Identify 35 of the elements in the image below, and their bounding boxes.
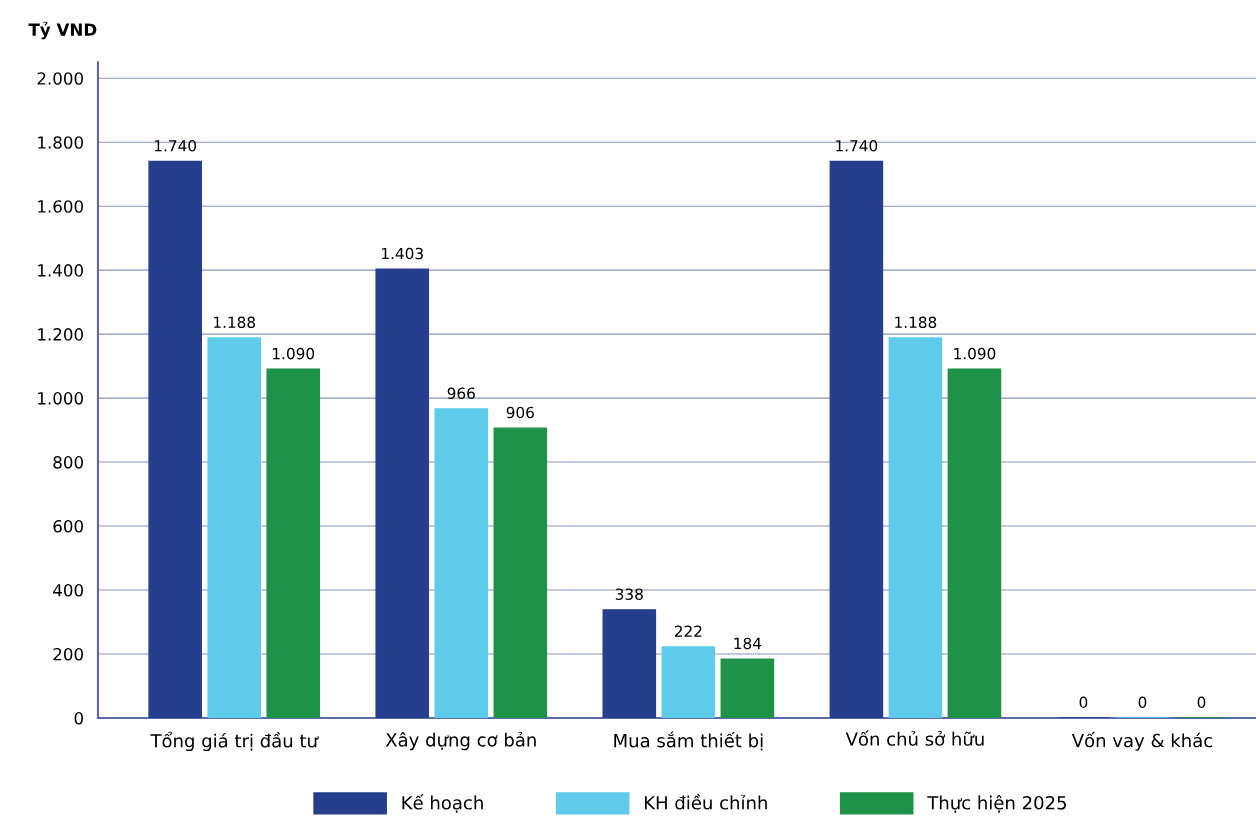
data-label: 966 (447, 387, 475, 400)
y-tick-label: 800 (53, 456, 83, 469)
data-label: 1.188 (214, 316, 256, 329)
data-label: 1.090 (954, 347, 996, 360)
data-label: 184 (734, 637, 762, 650)
data-label: 1.403 (382, 247, 423, 260)
data-label: 222 (674, 625, 702, 637)
data-label: 1.740 (836, 139, 878, 152)
y-tick-label: 0 (74, 711, 83, 725)
y-tick-label: 200 (53, 647, 83, 661)
legend-label: Kế hoạch (402, 794, 483, 813)
x-tick-label: Mua sắm thiết bị (614, 731, 763, 751)
data-label: 1.090 (273, 347, 315, 360)
data-label: 338 (615, 588, 643, 600)
y-tick-label: 600 (53, 520, 83, 533)
x-tick-label: Vốn vay & khác (1071, 731, 1213, 751)
y-tick-label: 2.000 (37, 72, 83, 85)
data-label: 1.188 (895, 316, 937, 329)
data-label: 906 (506, 406, 534, 419)
y-tick-label: 1.400 (38, 264, 83, 277)
legend-label: KH điều chỉnh (644, 794, 767, 810)
x-tick-label: Xây dựng cơ bản (385, 731, 536, 751)
legend-label: Thực hiện 2025 (927, 794, 1066, 813)
y-tick-label: 400 (53, 583, 83, 597)
data-label: 1.740 (154, 139, 197, 152)
y-tick-label: 1.000 (38, 392, 83, 405)
y-tick-label: 1.200 (38, 328, 83, 341)
x-tick-label: Tổng giá trị đầu tư (150, 731, 319, 752)
y-tick-label: 1.800 (38, 136, 83, 149)
x-tick-label: Vốn chủ sở hữu (845, 730, 984, 746)
y-axis-title: Tỷ VND (28, 21, 97, 40)
data-label: 0 (1079, 696, 1088, 709)
data-label: 0 (1197, 696, 1206, 709)
y-tick-label: 1.600 (38, 200, 83, 213)
data-label: 0 (1138, 696, 1147, 709)
